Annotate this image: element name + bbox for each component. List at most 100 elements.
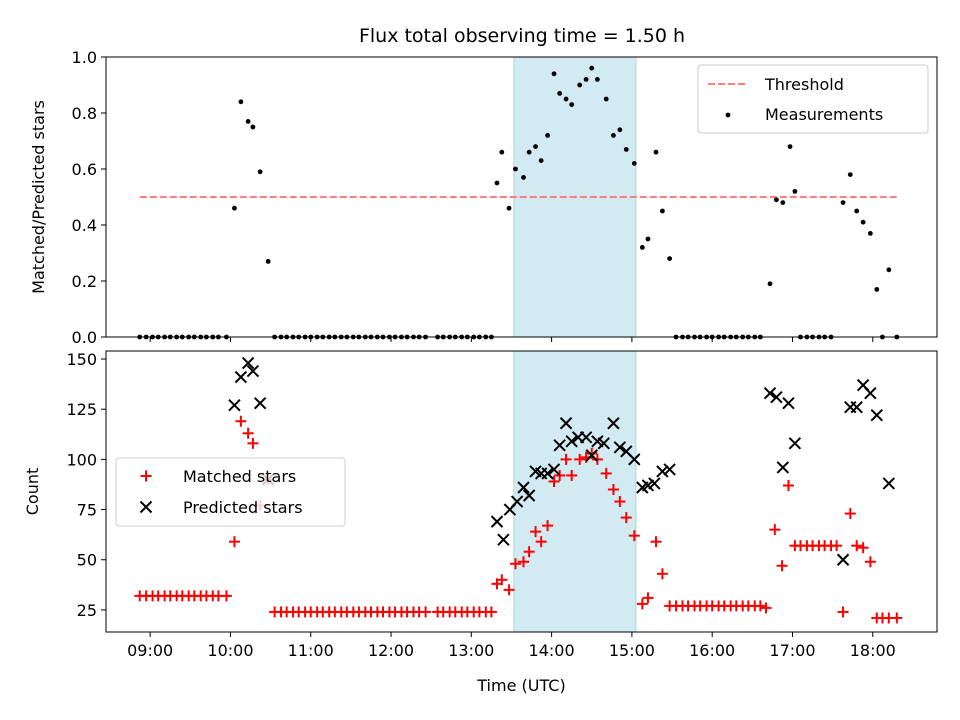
x-axis-label: Time (UTC) — [476, 676, 565, 695]
predicted-star-point — [547, 463, 561, 476]
top-y-tick-label: 0.2 — [72, 272, 97, 291]
predicted-star-point — [850, 400, 863, 414]
x-tick-label: 16:00 — [689, 641, 735, 660]
predicted-star-point — [763, 386, 777, 400]
predicted-star-point — [228, 398, 241, 412]
matched-star-point — [776, 560, 788, 572]
matched-star-point — [650, 536, 662, 548]
matched-star-point — [642, 592, 654, 604]
matched-star-point — [235, 415, 247, 427]
measurement-point — [538, 158, 544, 164]
bottom-y-tick-label: 150 — [66, 350, 97, 369]
matched-star-point — [509, 558, 521, 570]
matched-star-point — [656, 568, 668, 580]
predicted-star-point — [870, 409, 883, 422]
top-y-tick-label: 0.4 — [72, 216, 97, 235]
x-tick-label: 10:00 — [207, 641, 253, 660]
bottom-legend: Matched stars Predicted stars — [115, 457, 346, 527]
bottom-y-tick-label: 125 — [66, 400, 97, 419]
measurement-point — [840, 200, 846, 206]
matched-star-point — [560, 453, 572, 465]
measurement-point — [774, 197, 779, 203]
bottom-y-axis-label: Count — [23, 468, 42, 516]
matched-star-point — [496, 574, 508, 586]
matched-star-point — [548, 475, 560, 487]
top-legend: Threshold Measurements — [697, 64, 929, 134]
measurement-point — [653, 149, 659, 155]
predicted-star-point — [836, 553, 850, 566]
legend-matched-swatch — [140, 470, 152, 482]
measurement-point — [780, 200, 786, 206]
x-tick-label: 17:00 — [769, 641, 815, 660]
x-tick-label: 13:00 — [448, 641, 494, 660]
predicted-star-point — [648, 477, 661, 490]
top-panel: 0.0 0.2 0.4 0.6 0.8 1.0 Matched/Predicted sta… — [29, 48, 938, 347]
top-y-ticks: 0.0 0.2 0.4 0.6 0.8 1.0 — [72, 48, 106, 347]
matched-star-point — [591, 453, 603, 465]
top-y-tick-label: 1.0 — [72, 48, 97, 67]
matched-star-point — [518, 556, 530, 568]
matched-star-point — [574, 453, 586, 465]
x-ticks: 09:00 10:00 11:00 12:00 13:00 14:00 15:00 16:00… — [127, 632, 896, 660]
matched-star-point — [891, 612, 903, 624]
predicted-star-point — [613, 441, 627, 454]
predicted-star-point — [241, 356, 255, 370]
predicted-star-point — [770, 390, 783, 404]
measurement-point — [238, 99, 244, 105]
measurement-point — [660, 208, 665, 214]
measurement-point — [494, 180, 500, 186]
matched-star-point — [420, 606, 432, 618]
predicted-star-point — [656, 465, 669, 478]
matched-star-point — [600, 467, 612, 479]
predicted-star-point — [663, 463, 676, 476]
measurement-point — [232, 205, 237, 211]
measurement-point — [854, 208, 860, 214]
legend-matched-label: Matched stars — [183, 467, 296, 486]
measurement-point — [787, 144, 793, 150]
predicted-star-point — [782, 396, 795, 410]
matched-star-point — [760, 602, 772, 614]
bottom-panel: 09:00 10:00 11:00 12:00 13:00 14:00 15:00 16:00… — [23, 350, 938, 695]
predicted-star-point — [559, 417, 573, 430]
matched-star-point — [857, 542, 869, 554]
predicted-star-point — [776, 461, 790, 474]
predicted-star-point — [607, 417, 620, 430]
matched-star-point — [837, 606, 849, 618]
measurement-point — [533, 144, 538, 150]
measurement-point — [667, 256, 673, 261]
matched-star-point — [628, 530, 640, 542]
matched-star-point — [554, 469, 566, 481]
predicted-star-point — [882, 477, 896, 490]
matched-star-point — [636, 598, 648, 610]
measurement-point — [617, 127, 623, 133]
matched-star-point — [614, 496, 626, 508]
predicted-star-point — [541, 467, 554, 480]
measurement-point — [569, 102, 575, 107]
predicted-star-point — [565, 435, 578, 448]
matched-star-point — [523, 546, 535, 558]
legend-predicted-swatch — [139, 500, 153, 514]
measurement-point — [551, 71, 557, 77]
measurement-point — [645, 236, 651, 242]
bottom-y-tick-label: 100 — [66, 450, 97, 469]
measurement-point — [886, 267, 892, 273]
bottom-legend-box — [115, 457, 346, 527]
predicted-star-point — [253, 396, 267, 410]
measurement-point — [603, 96, 609, 102]
measurement-point — [792, 189, 798, 194]
matched-star-point — [542, 520, 554, 532]
matched-star-point — [535, 536, 547, 548]
matched-star-point — [607, 483, 619, 495]
bottom-y-tick-label: 25 — [77, 601, 97, 620]
measurement-point — [847, 172, 853, 178]
measurement-point — [589, 65, 595, 71]
measurement-point — [526, 149, 532, 155]
x-tick-label: 12:00 — [368, 641, 414, 660]
bottom-y-tick-label: 50 — [77, 551, 97, 570]
predicted-star-point — [597, 437, 611, 450]
legend-threshold-label: Threshold — [764, 75, 844, 94]
matched-star-point — [782, 479, 794, 491]
measurement-point — [631, 161, 637, 166]
x-tick-label: 15:00 — [609, 641, 655, 660]
